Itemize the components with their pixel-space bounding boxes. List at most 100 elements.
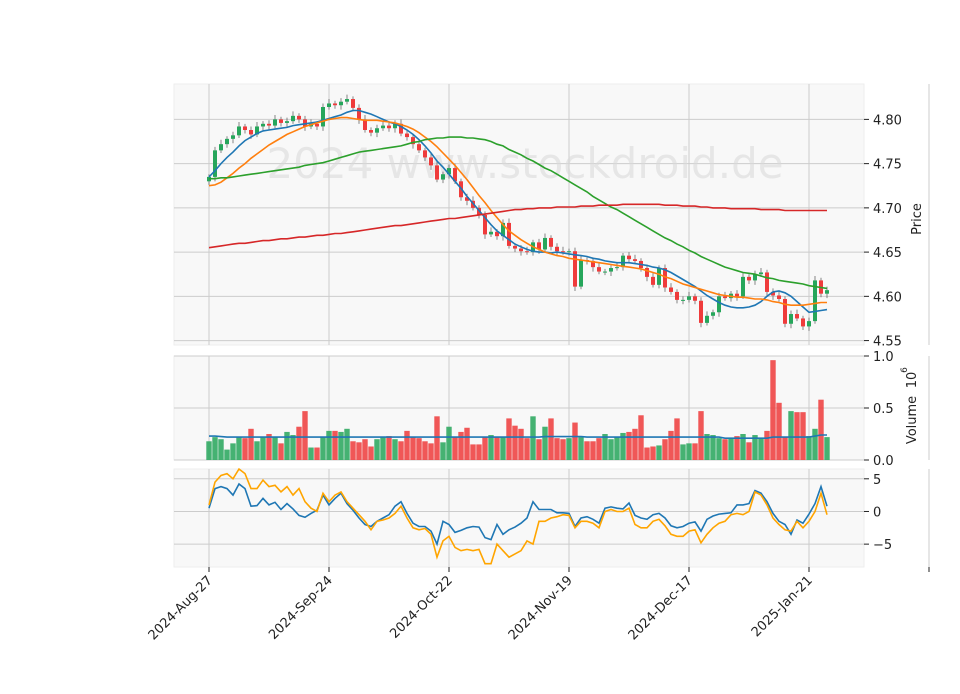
volume-bar — [290, 435, 296, 460]
volume-bar — [698, 411, 704, 460]
candle-body — [633, 259, 637, 261]
candle-body — [447, 168, 451, 175]
volume-bar — [464, 427, 470, 460]
x-tick-label: 2024-Dec-17 — [626, 573, 696, 643]
volume-bar — [446, 426, 452, 460]
candle-body — [609, 268, 613, 272]
candle-body — [231, 135, 235, 139]
candle-body — [429, 157, 433, 166]
osc-2-line — [208, 467, 828, 565]
candle-body — [693, 296, 697, 301]
volume-bar — [632, 428, 638, 460]
volume-bar — [398, 441, 404, 460]
price-y-tick-label: 4.75 — [873, 158, 902, 173]
candle-body — [525, 251, 529, 253]
candle-body — [783, 298, 787, 324]
volume-bar — [536, 439, 542, 460]
volume-bar — [554, 438, 560, 460]
volume-bar — [614, 437, 620, 460]
x-tick-label: 2024-Aug-27 — [146, 573, 216, 643]
volume-bar — [476, 444, 482, 460]
candle-body — [627, 255, 631, 260]
volume-axis-label: Volume — [905, 396, 920, 444]
candle-body — [465, 197, 469, 201]
volume-bar — [782, 437, 788, 460]
candle-body — [453, 168, 457, 182]
volume-bar — [284, 431, 290, 460]
volume-bar — [326, 430, 332, 460]
candle-body — [501, 222, 505, 237]
volume-bar — [386, 436, 392, 460]
candle-body — [825, 290, 829, 294]
candle-body — [735, 293, 739, 297]
volume-bar — [416, 438, 422, 460]
volume-bar — [392, 439, 398, 460]
candle-body — [351, 99, 355, 108]
grid-lines — [174, 84, 930, 567]
oscillator-y-tick-label: 5 — [873, 473, 881, 488]
candle-body — [567, 251, 571, 253]
candle-body — [399, 123, 403, 134]
ma-long-line — [209, 136, 828, 290]
candle-body — [285, 121, 289, 123]
price-panel — [173, 83, 865, 346]
volume-y-tick-label: 0.0 — [873, 454, 894, 469]
candle-body — [267, 123, 271, 126]
candle-body — [405, 133, 409, 138]
x-tick-label: 2025-Jan-21 — [749, 573, 816, 640]
volume-bar — [338, 431, 344, 460]
volume-bar — [218, 439, 224, 460]
candle-body — [579, 260, 583, 287]
candle-body — [669, 287, 673, 292]
candle-body — [297, 115, 301, 120]
volume-bar — [578, 437, 584, 460]
candle-body — [369, 130, 373, 133]
volume-bar — [590, 441, 596, 460]
candle-body — [663, 268, 667, 288]
candle-body — [489, 231, 493, 235]
candle-body — [213, 150, 217, 177]
volume-bar — [458, 431, 464, 460]
volume-bar — [308, 447, 314, 460]
oscillator-y-tick-label: −5 — [873, 538, 892, 553]
volume-bar — [470, 444, 476, 460]
volume-bar — [410, 437, 416, 460]
candle-body — [507, 222, 511, 246]
candle-body — [423, 150, 427, 158]
candle-body — [357, 107, 361, 120]
candle-body — [699, 300, 703, 323]
volume-bar — [530, 416, 536, 460]
candle-body — [621, 255, 625, 268]
volume-bar — [260, 437, 266, 460]
volume-bar — [518, 428, 524, 460]
volume-bar — [350, 441, 356, 460]
volume-bar — [602, 434, 608, 460]
volume-bar — [746, 442, 752, 460]
volume-bar — [704, 434, 710, 460]
volume-bar — [734, 436, 740, 460]
candle-body — [561, 251, 565, 253]
volume-bar — [548, 418, 554, 460]
volume-bar — [692, 443, 698, 460]
volume-bar — [404, 430, 410, 460]
volume-bar — [254, 441, 260, 460]
candle-body — [777, 295, 781, 299]
ma-200-line — [208, 203, 827, 249]
volume-bar — [434, 416, 440, 460]
volume-bar — [764, 430, 770, 460]
volume-bar — [812, 428, 818, 460]
volume-bar — [740, 434, 746, 460]
volume-bar — [380, 437, 386, 460]
volume-scale-base: 10 — [905, 372, 920, 389]
volume-bar — [758, 438, 764, 460]
price-y-tick-label: 4.60 — [873, 290, 902, 305]
candle-body — [495, 231, 499, 237]
volume-bar — [236, 437, 242, 460]
volume-bar — [296, 426, 302, 460]
price-axis-label: Price — [910, 203, 925, 235]
candle-body — [315, 123, 319, 127]
candle-body — [303, 119, 307, 127]
volume-bar — [428, 443, 434, 460]
candle-body — [687, 296, 691, 300]
